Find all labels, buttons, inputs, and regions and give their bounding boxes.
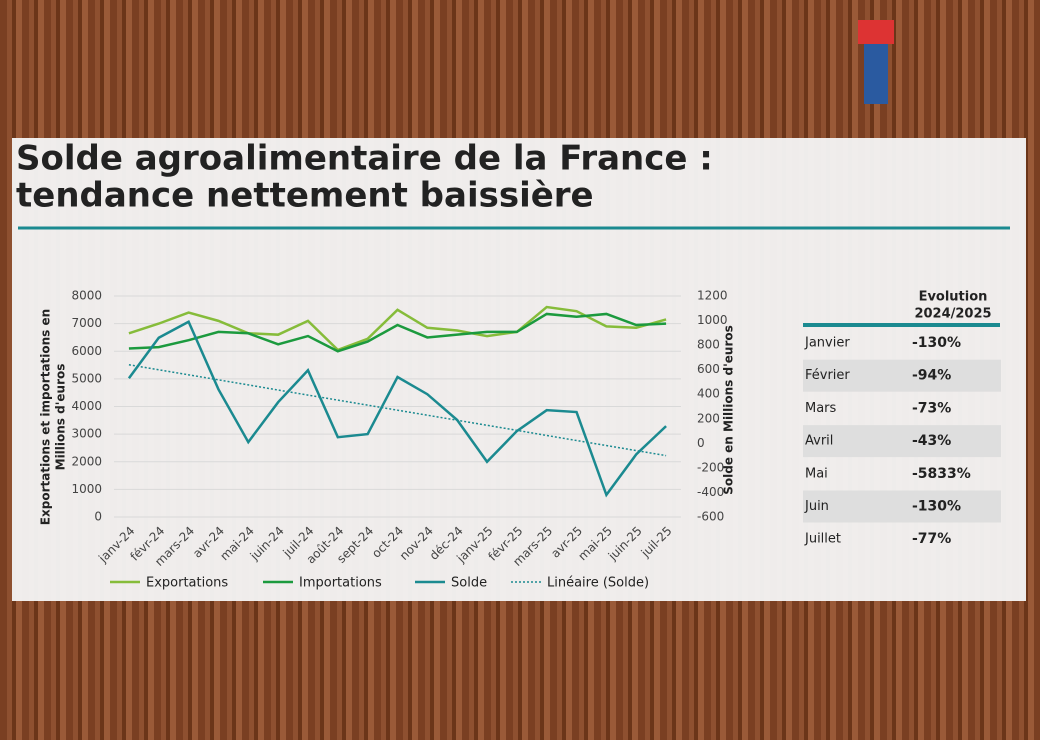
row-value: -43% bbox=[912, 433, 951, 449]
y-tick-label: 5000 bbox=[71, 371, 102, 385]
y2-tick-label: -400 bbox=[697, 485, 724, 499]
series-line bbox=[128, 312, 667, 353]
y2-tick-label: -600 bbox=[697, 510, 724, 524]
legend-label: Linéaire (Solde) bbox=[547, 576, 649, 591]
y-tick-label: 0 bbox=[94, 510, 102, 524]
y2-tick-label: 800 bbox=[697, 338, 720, 352]
tractor-cab bbox=[858, 20, 894, 44]
row-label: Janvier bbox=[804, 336, 850, 351]
legend-label: Importations bbox=[299, 576, 382, 591]
y-tick-label: 4000 bbox=[71, 399, 102, 413]
y2-tick-label: 600 bbox=[697, 362, 720, 376]
row-value: -73% bbox=[912, 400, 951, 416]
series-line bbox=[127, 320, 667, 498]
row-label: Juin bbox=[804, 499, 829, 514]
y-tick-label: 7000 bbox=[71, 316, 102, 330]
y-tick-label: 1000 bbox=[71, 482, 102, 496]
row-value: -130% bbox=[912, 499, 961, 515]
x-tick-label: juil-25 bbox=[638, 524, 675, 561]
row-value: -94% bbox=[912, 368, 951, 384]
legend-label: Exportations bbox=[146, 576, 228, 591]
y-tick-label: 2000 bbox=[71, 454, 102, 468]
x-tick-label: janv-24 bbox=[95, 524, 137, 566]
row-label: Avril bbox=[805, 434, 833, 449]
row-value: -77% bbox=[912, 531, 951, 547]
y-tick-label: 6000 bbox=[71, 344, 102, 358]
trend-line bbox=[128, 364, 667, 457]
row-value: -130% bbox=[912, 335, 961, 351]
row-shade bbox=[803, 490, 1001, 523]
table-header: 2024/2025 bbox=[914, 307, 991, 322]
y2-tick-label: 400 bbox=[697, 387, 720, 401]
y2-tick-label: -200 bbox=[697, 460, 724, 474]
row-label: Mai bbox=[805, 466, 828, 481]
row-label: Février bbox=[805, 368, 850, 383]
y2-axis-title: Solde en Millions d'euros bbox=[722, 325, 736, 495]
y-axis-title: Millions d'euros bbox=[54, 364, 68, 471]
tractor-body bbox=[864, 44, 888, 104]
y2-tick-label: 0 bbox=[697, 436, 705, 450]
title-line: tendance nettement baissière bbox=[16, 176, 594, 216]
title-line: Solde agroalimentaire de la France : bbox=[16, 139, 713, 179]
legend-label: Solde bbox=[451, 576, 487, 591]
series-line bbox=[128, 305, 667, 352]
row-label: Mars bbox=[805, 401, 837, 416]
row-shade bbox=[803, 359, 1001, 392]
y-axis-title: Exportations et importations en bbox=[39, 309, 53, 525]
y2-tick-label: 1000 bbox=[697, 313, 728, 327]
row-shade bbox=[803, 425, 1001, 458]
tractor bbox=[858, 20, 894, 104]
y-tick-label: 8000 bbox=[71, 289, 102, 303]
y-tick-label: 3000 bbox=[71, 427, 102, 441]
row-label: Juillet bbox=[804, 532, 841, 547]
y2-tick-label: 200 bbox=[697, 411, 720, 425]
row-value: -5833% bbox=[912, 466, 971, 482]
table-header: Evolution bbox=[919, 290, 988, 305]
y2-tick-label: 1200 bbox=[697, 289, 728, 303]
